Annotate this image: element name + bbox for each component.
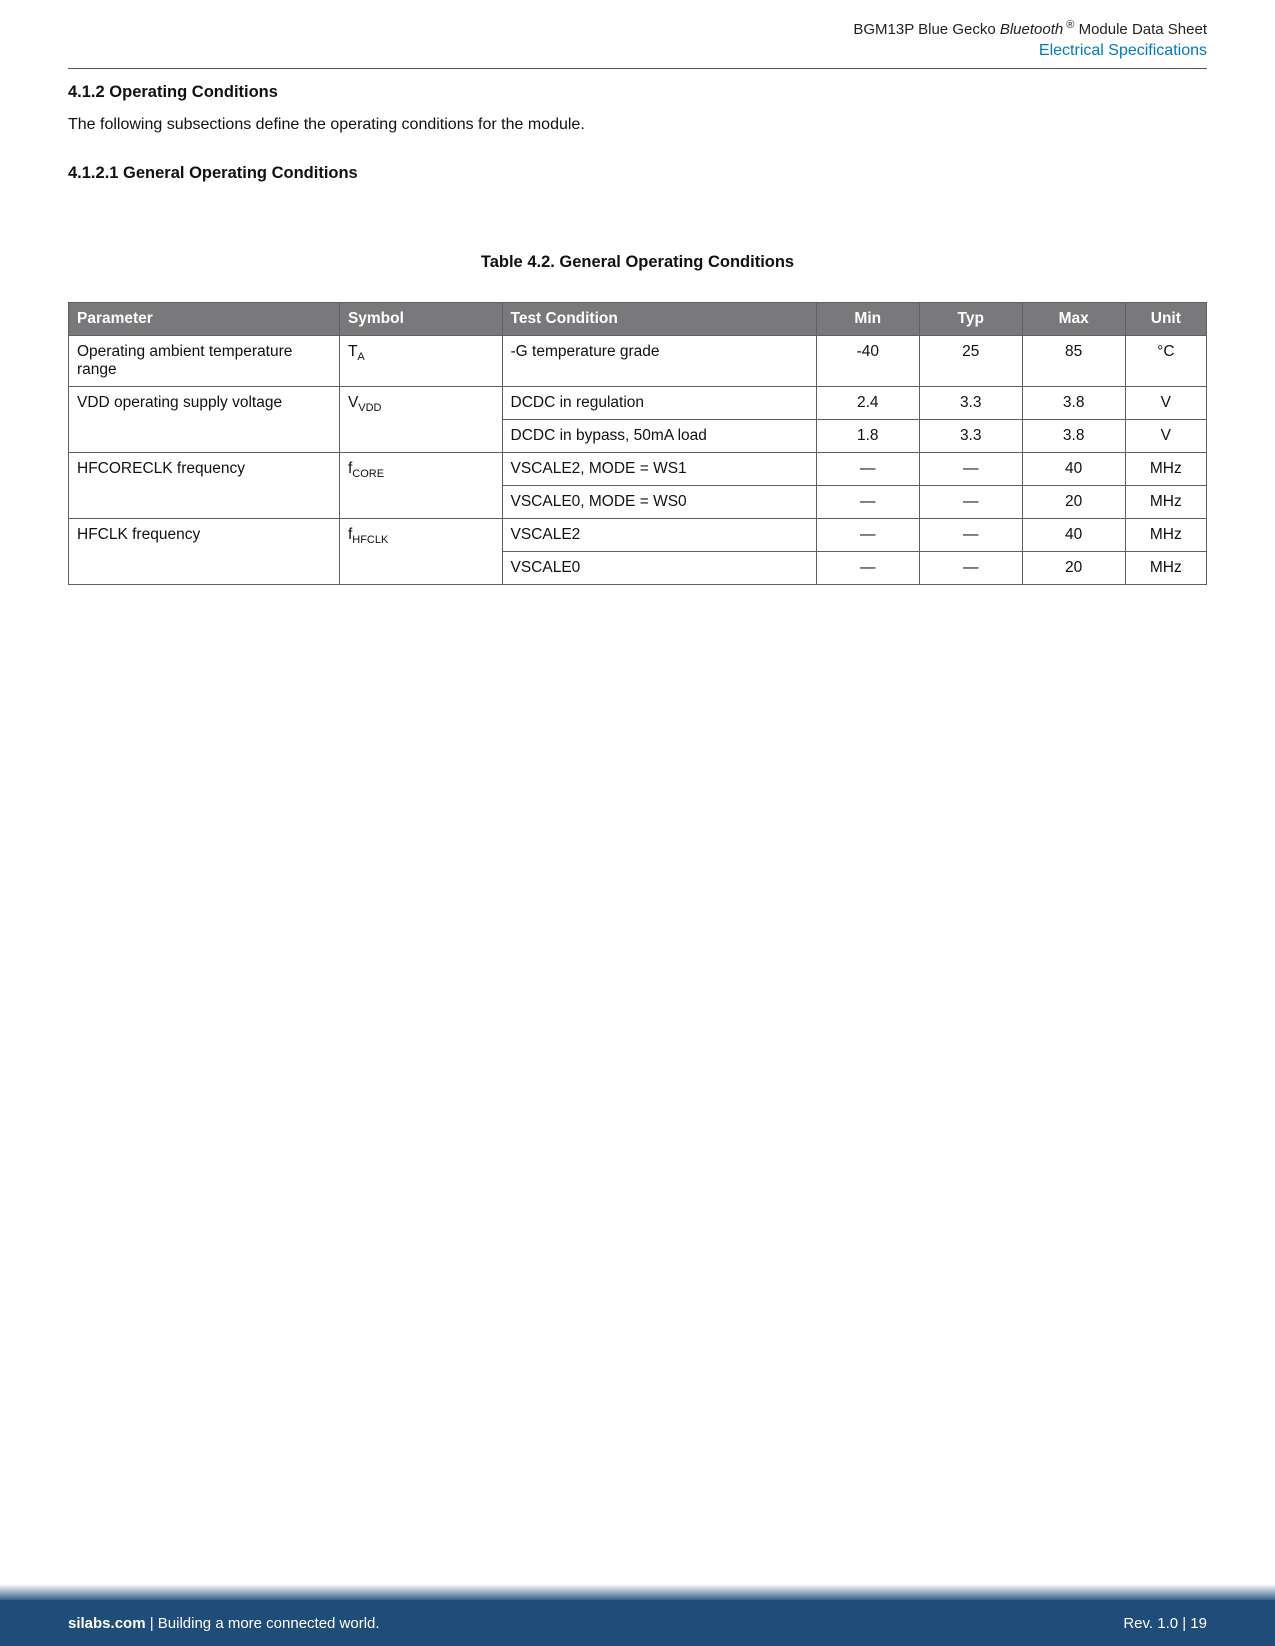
- registered-mark: ®: [1063, 19, 1074, 31]
- doc-title: BGM13P Blue Gecko Bluetooth ® Module Dat…: [68, 18, 1207, 40]
- page: BGM13P Blue Gecko Bluetooth ® Module Dat…: [0, 0, 1275, 1646]
- footer-gradient: [0, 1584, 1275, 1600]
- cell-symbol: VVDD: [339, 387, 502, 453]
- doc-title-prefix: BGM13P Blue Gecko: [853, 21, 999, 38]
- table-row: Operating ambient tempera­ture rangeTA-G…: [69, 336, 1207, 387]
- cell-parameter: HFCLK frequency: [69, 519, 340, 585]
- footer-rev: Rev. 1.0 | 19: [1123, 1615, 1207, 1632]
- table-row: HFCORECLK frequencyfCOREVSCALE2, MODE = …: [69, 453, 1207, 486]
- section-heading: 4.1.2 Operating Conditions: [68, 83, 1207, 102]
- cell-max: 40: [1022, 453, 1125, 486]
- th-symbol: Symbol: [339, 303, 502, 336]
- page-footer: silabs.com | Building a more connected w…: [0, 1584, 1275, 1646]
- cell-typ: —: [919, 486, 1022, 519]
- cell-unit: MHz: [1125, 519, 1206, 552]
- table-header-row: Parameter Symbol Test Condition Min Typ …: [69, 303, 1207, 336]
- cell-max: 3.8: [1022, 387, 1125, 420]
- cell-unit: V: [1125, 387, 1206, 420]
- cell-min: 2.4: [816, 387, 919, 420]
- operating-conditions-table: Parameter Symbol Test Condition Min Typ …: [68, 302, 1207, 585]
- cell-min: —: [816, 486, 919, 519]
- cell-unit: V: [1125, 420, 1206, 453]
- cell-test-condition: VSCALE0, MODE = WS0: [502, 486, 816, 519]
- section-intro: The following subsections define the ope…: [68, 116, 1207, 134]
- cell-max: 20: [1022, 552, 1125, 585]
- symbol-sub: CORE: [352, 468, 384, 480]
- cell-test-condition: VSCALE2, MODE = WS1: [502, 453, 816, 486]
- subsection-heading: 4.1.2.1 General Operating Conditions: [68, 164, 1207, 183]
- th-max: Max: [1022, 303, 1125, 336]
- cell-min: —: [816, 519, 919, 552]
- table-row: HFCLK frequencyfHFCLKVSCALE2——40MHz: [69, 519, 1207, 552]
- footer-bar: silabs.com | Building a more connected w…: [0, 1600, 1275, 1646]
- footer-left: silabs.com | Building a more connected w…: [68, 1615, 380, 1632]
- cell-typ: 3.3: [919, 420, 1022, 453]
- cell-min: -40: [816, 336, 919, 387]
- table-caption: Table 4.2. General Operating Conditions: [68, 253, 1207, 272]
- cell-test-condition: DCDC in bypass, 50mA load: [502, 420, 816, 453]
- cell-max: 85: [1022, 336, 1125, 387]
- th-min: Min: [816, 303, 919, 336]
- cell-parameter: HFCORECLK frequency: [69, 453, 340, 519]
- cell-max: 3.8: [1022, 420, 1125, 453]
- cell-test-condition: VSCALE2: [502, 519, 816, 552]
- cell-unit: MHz: [1125, 552, 1206, 585]
- th-parameter: Parameter: [69, 303, 340, 336]
- symbol-sub: VDD: [358, 402, 381, 414]
- table-row: VDD operating supply volt­ageVVDDDCDC in…: [69, 387, 1207, 420]
- cell-unit: MHz: [1125, 486, 1206, 519]
- footer-site: silabs.com: [68, 1615, 146, 1632]
- cell-max: 20: [1022, 486, 1125, 519]
- content-region: 4.1.2 Operating Conditions The following…: [0, 69, 1275, 585]
- table-body: Operating ambient tempera­ture rangeTA-G…: [69, 336, 1207, 585]
- cell-typ: —: [919, 552, 1022, 585]
- cell-parameter: VDD operating supply volt­age: [69, 387, 340, 453]
- cell-symbol: TA: [339, 336, 502, 387]
- cell-symbol: fHFCLK: [339, 519, 502, 585]
- cell-typ: 25: [919, 336, 1022, 387]
- cell-typ: —: [919, 519, 1022, 552]
- th-typ: Typ: [919, 303, 1022, 336]
- cell-test-condition: -G temperature grade: [502, 336, 816, 387]
- th-test-condition: Test Condition: [502, 303, 816, 336]
- symbol-main: T: [348, 343, 357, 360]
- cell-min: —: [816, 453, 919, 486]
- symbol-main: V: [348, 394, 358, 411]
- cell-typ: 3.3: [919, 387, 1022, 420]
- th-unit: Unit: [1125, 303, 1206, 336]
- symbol-sub: A: [357, 351, 364, 363]
- cell-unit: MHz: [1125, 453, 1206, 486]
- symbol-sub: HFCLK: [352, 534, 388, 546]
- doc-title-suffix: Module Data Sheet: [1074, 21, 1207, 38]
- doc-subtitle: Electrical Specifications: [68, 42, 1207, 60]
- cell-max: 40: [1022, 519, 1125, 552]
- cell-test-condition: VSCALE0: [502, 552, 816, 585]
- cell-test-condition: DCDC in regulation: [502, 387, 816, 420]
- cell-min: 1.8: [816, 420, 919, 453]
- cell-typ: —: [919, 453, 1022, 486]
- cell-min: —: [816, 552, 919, 585]
- cell-symbol: fCORE: [339, 453, 502, 519]
- page-header: BGM13P Blue Gecko Bluetooth ® Module Dat…: [0, 0, 1275, 69]
- cell-unit: °C: [1125, 336, 1206, 387]
- doc-title-italic: Bluetooth: [1000, 21, 1063, 38]
- cell-parameter: Operating ambient tempera­ture range: [69, 336, 340, 387]
- footer-tagline: | Building a more connected world.: [146, 1615, 380, 1632]
